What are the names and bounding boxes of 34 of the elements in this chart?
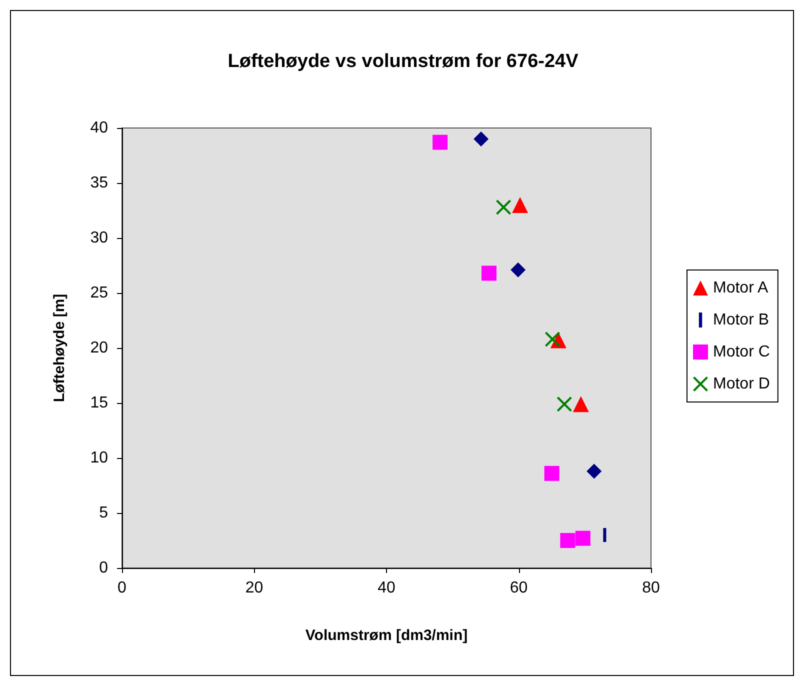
point <box>474 132 489 146</box>
x-tick-label: 60 <box>510 580 528 596</box>
point <box>544 466 560 481</box>
legend-label: Motor B <box>713 312 770 328</box>
point <box>575 530 590 546</box>
x-axis-title: Volumstrøm [dm3/min] <box>305 627 468 644</box>
point <box>481 266 496 281</box>
y-tick-label: 0 <box>99 560 108 576</box>
y-tick-label: 35 <box>90 174 108 192</box>
chart-title: Løftehøyde vs volumstrøm for 676-24V <box>228 51 579 72</box>
y-tick-label: 5 <box>99 504 108 522</box>
point <box>586 464 602 479</box>
x-tick-label: 0 <box>118 580 127 596</box>
point <box>560 533 576 548</box>
point <box>432 134 448 150</box>
point <box>544 332 560 347</box>
y-tick-label: 15 <box>90 394 108 412</box>
legend-label: Motor A <box>713 280 768 296</box>
point <box>572 396 589 412</box>
y-tick-label: 40 <box>90 120 108 136</box>
y-tick-label: 30 <box>90 230 108 246</box>
point <box>556 396 572 412</box>
legend-label: Motor C <box>713 344 770 360</box>
legend-label: Motor D <box>713 376 770 392</box>
y-axis-title: Løftehøyde [m] <box>51 294 68 402</box>
x-tick-label: 40 <box>378 580 396 596</box>
point <box>512 197 528 213</box>
x-tick-label: 80 <box>642 580 660 596</box>
x-tick-label: 20 <box>245 580 264 596</box>
point <box>510 262 526 278</box>
y-tick-label: 10 <box>90 450 108 466</box>
point <box>496 200 512 215</box>
y-tick-label: 20 <box>90 340 108 356</box>
y-tick-label: 25 <box>90 284 108 302</box>
